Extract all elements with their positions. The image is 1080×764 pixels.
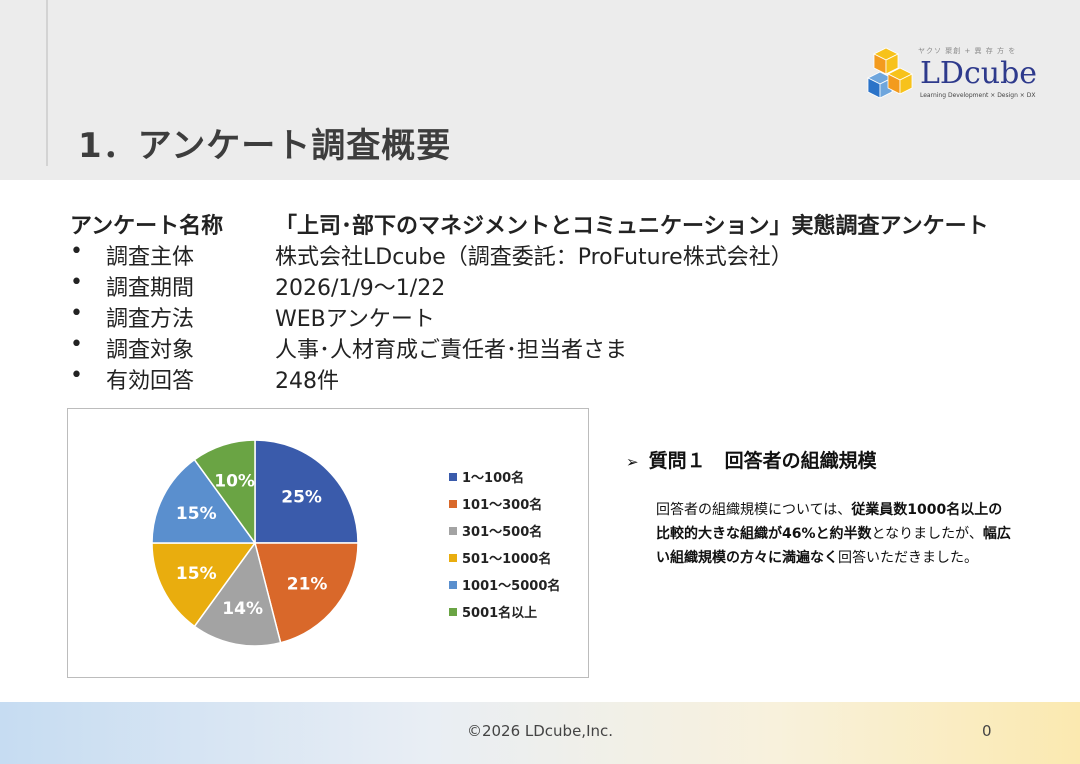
- question-title-text: 質問１ 回答者の組織規模: [648, 450, 877, 472]
- pie-slice: [193, 541, 282, 647]
- legend-entry: 501～1000名: [462, 551, 551, 567]
- legend-swatch: [449, 473, 457, 481]
- pie-slice: [254, 542, 359, 644]
- bullet: •: [70, 301, 83, 326]
- description-text: 回答いただきました。: [838, 550, 978, 566]
- question-description: 回答者の組織規模については、従業員数1000名以上の比較的大きな組織が46%と約…: [656, 498, 1016, 570]
- survey-row-label: 有効回答: [106, 369, 195, 394]
- slice-data-label: 15%: [176, 504, 217, 524]
- legend-swatch: [449, 608, 457, 616]
- legend-entry: 101～300名: [462, 497, 542, 513]
- survey-name-value: 「上司･部下のマネジメントとコミュニケーション」実態調査アンケート: [275, 214, 989, 239]
- survey-row-value: 人事･人材育成ご責任者･担当者さま: [275, 338, 628, 363]
- legend-swatch: [449, 554, 457, 562]
- question-title: ➢ 質問１ 回答者の組織規模: [626, 446, 1026, 473]
- survey-row-label: 調査方法: [106, 307, 195, 332]
- legend-entry: 301～500名: [462, 524, 542, 540]
- logo-wordmark: LDcube: [920, 56, 1038, 91]
- bullet: •: [70, 363, 83, 388]
- slice-data-label: 25%: [281, 487, 322, 507]
- pie-slice: [151, 458, 257, 544]
- survey-row-label: 調査対象: [106, 338, 195, 363]
- slice-data-label: 14%: [222, 599, 263, 619]
- pie-chart: 25%21%14%15%15%10% 1～100名101～300名301～500名…: [151, 439, 560, 647]
- slice-data-label: 10%: [214, 471, 255, 491]
- bullet: •: [70, 332, 83, 357]
- bullet: •: [70, 239, 83, 264]
- slice-data-label: 21%: [287, 574, 328, 594]
- pie-chart-panel: 25% 21% 14% 15% 15% 10% 1～100名 101～300名 301～500名…: [67, 408, 589, 678]
- logo-tagline: ヤクソ 聚創 + 異 存 方 を: [918, 47, 1017, 55]
- ldcube-logo: ヤクソ 聚創 + 異 存 方 を LDcube Learning Develop…: [866, 44, 1038, 104]
- description-text: 回答者の組織規模については、: [656, 502, 852, 518]
- legend-swatch: [449, 581, 457, 589]
- header-divider: [46, 0, 48, 166]
- survey-row-value: WEBアンケート: [275, 307, 435, 332]
- pie-slice: [193, 439, 256, 546]
- pie-slice: [254, 439, 359, 544]
- bullet: •: [70, 270, 83, 295]
- legend-entry: 1001～5000名: [462, 578, 560, 594]
- copyright: ©2026 LDcube,Inc.: [466, 722, 614, 740]
- survey-row-value: 株式会社LDcube（調査委託：ProFuture株式会社）: [275, 245, 793, 270]
- survey-row-value: 2026/1/9～1/22: [275, 276, 446, 301]
- description-emphasis: 幅広い組織規模の方々に満遍なく: [656, 526, 1011, 566]
- description-text: となりましたが、: [871, 526, 983, 542]
- slide-footer: ©2026 LDcube,Inc. 0: [0, 702, 1080, 764]
- description-emphasis: 従業員数1000名以上の比較的大きな組織が46%と約半数: [656, 502, 1003, 542]
- survey-name-label: アンケート名称: [70, 214, 224, 239]
- survey-row-value: 248件: [275, 369, 339, 394]
- legend-swatch: [449, 527, 457, 535]
- logo-subtitle: Learning Development × Design × DX: [920, 92, 1036, 99]
- page-title: 1．アンケート調査概要: [78, 126, 452, 166]
- slice-data-label: 15%: [176, 564, 217, 584]
- arrow-bullet-icon: ➢: [626, 453, 639, 471]
- survey-row-label: 調査主体: [106, 245, 195, 270]
- legend-swatch: [449, 500, 457, 508]
- slide-header: 1．アンケート調査概要 ヤクソ 聚創 + 異 存 方 を LDcube Lear…: [0, 0, 1080, 180]
- pie-slice: [151, 542, 257, 628]
- question-panel: ➢ 質問１ 回答者の組織規模 回答者の組織規模については、従業員数1000名以上の…: [626, 446, 1026, 566]
- legend-entry: 5001名以上: [462, 605, 537, 621]
- survey-row-label: 調査期間: [106, 276, 195, 301]
- legend-entry: 1～100名: [462, 470, 524, 486]
- cube-logo-icon: [867, 47, 913, 99]
- page-number: 0: [982, 722, 992, 740]
